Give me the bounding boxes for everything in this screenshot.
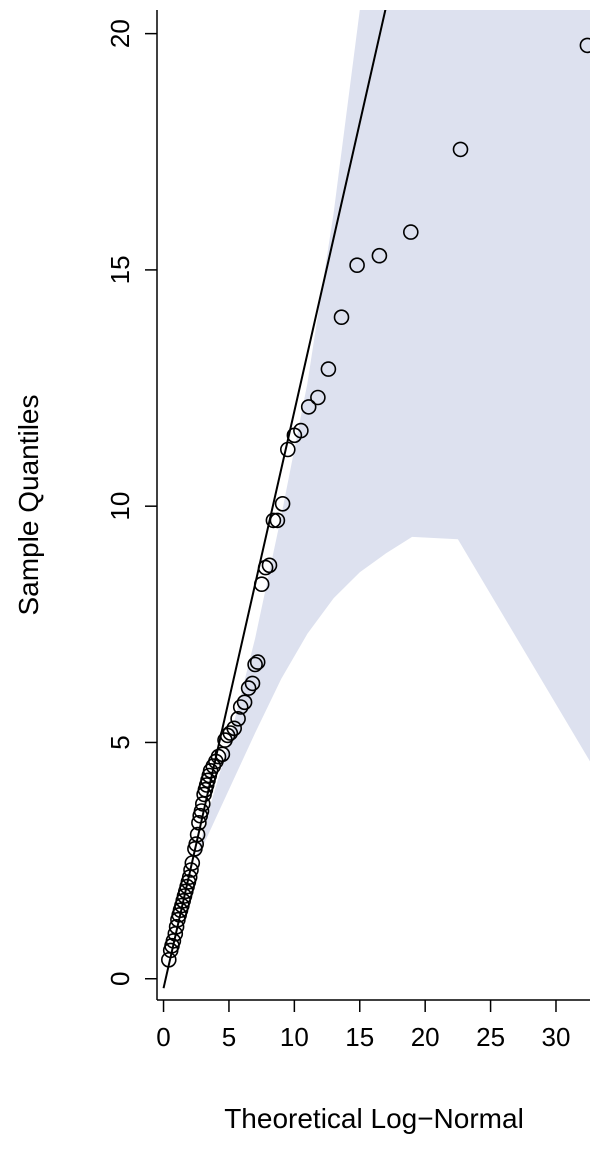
y-tick-label: 0	[105, 972, 135, 986]
y-tick-label: 5	[105, 735, 135, 749]
reference-line-segment	[162, 10, 387, 989]
data-point	[230, 710, 246, 727]
data-point	[188, 836, 204, 852]
data-point	[257, 559, 274, 576]
confidence-band	[196, 10, 590, 861]
data-point	[371, 247, 388, 264]
data-point	[579, 37, 590, 54]
data-points	[161, 37, 590, 968]
x-axis-ticks: 0 5 10 15 20 25 30	[156, 1000, 570, 1052]
x-tick-label: 5	[222, 1022, 236, 1052]
reference-line	[162, 10, 387, 989]
data-point	[168, 918, 185, 935]
data-point	[452, 141, 469, 158]
data-point	[244, 675, 261, 692]
data-point	[274, 495, 291, 512]
x-tick-label: 10	[280, 1022, 309, 1052]
y-tick-label: 15	[105, 255, 135, 284]
data-point	[320, 361, 337, 377]
data-point	[236, 694, 253, 711]
data-point	[300, 399, 317, 415]
y-axis-label: Sample Quantiles	[13, 394, 44, 615]
data-point	[249, 654, 266, 670]
y-tick-label: 20	[105, 19, 135, 48]
axes: 0 5 10 15 20 25 30 0 5 10 15 20	[105, 10, 590, 1052]
x-axis-label: Theoretical Log−Normal	[224, 1103, 524, 1134]
confidence-band-area	[196, 10, 590, 861]
x-tick-label: 20	[411, 1022, 440, 1052]
data-point	[183, 862, 199, 878]
data-point	[279, 441, 296, 458]
y-axis-ticks: 0 5 10 15 20	[105, 19, 157, 986]
x-tick-label: 15	[345, 1022, 374, 1052]
data-point	[240, 680, 257, 696]
data-point	[189, 826, 206, 843]
data-point	[402, 224, 419, 240]
data-point	[261, 557, 278, 574]
data-point	[210, 748, 227, 765]
data-point	[226, 720, 242, 737]
data-point	[265, 512, 282, 529]
data-point	[293, 422, 309, 439]
x-tick-label: 25	[476, 1022, 505, 1052]
x-tick-label: 0	[156, 1022, 170, 1052]
data-point	[191, 814, 207, 831]
data-point	[310, 389, 326, 406]
data-point	[269, 512, 286, 529]
data-point	[333, 309, 350, 326]
data-point	[193, 803, 210, 819]
x-tick-label: 30	[542, 1022, 571, 1052]
y-tick-label: 10	[105, 492, 135, 521]
data-point	[349, 257, 365, 274]
data-point	[232, 699, 249, 715]
data-point	[247, 656, 263, 673]
data-point	[222, 725, 239, 741]
data-point	[253, 576, 270, 593]
